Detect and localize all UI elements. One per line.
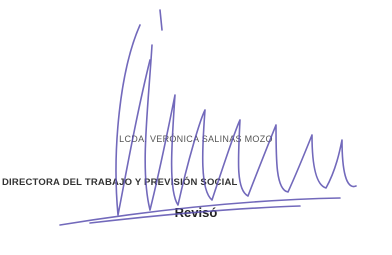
page: LCDA. VERÓNICA SALINAS MOZO DIRECTORA DE… (0, 0, 392, 255)
signature (0, 0, 392, 255)
